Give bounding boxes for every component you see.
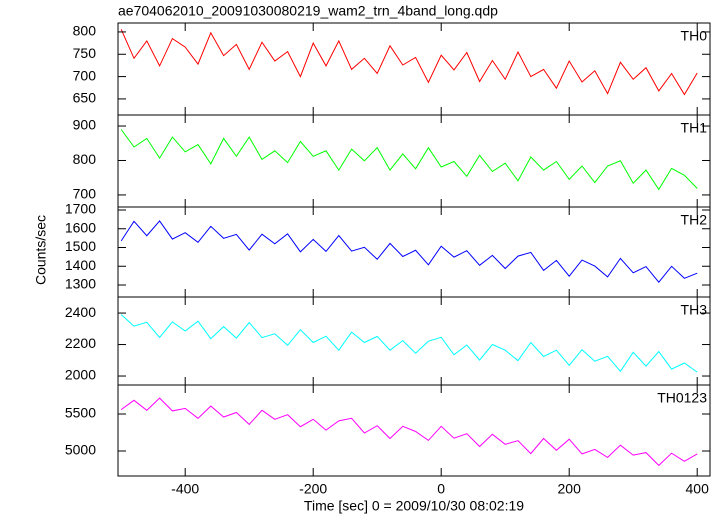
x-tick-label: -200 bbox=[299, 481, 327, 497]
y-tick-label: 5000 bbox=[65, 442, 96, 458]
panel-label: TH0 bbox=[681, 28, 708, 44]
panel-frame bbox=[117, 114, 711, 208]
y-tick-label: 5500 bbox=[65, 405, 96, 421]
panel-frame bbox=[117, 296, 711, 386]
y-tick-label: 2400 bbox=[65, 304, 96, 320]
y-tick-label: 650 bbox=[73, 90, 97, 106]
x-axis-label: Time [sec] 0 = 2009/10/30 08:02:19 bbox=[304, 498, 524, 514]
y-tick-label: 800 bbox=[73, 151, 97, 167]
panel-label: TH1 bbox=[681, 120, 708, 136]
data-line bbox=[120, 397, 698, 467]
y-tick-label: 700 bbox=[73, 186, 97, 202]
y-tick-label: 1500 bbox=[65, 238, 96, 254]
x-tick-label: 0 bbox=[437, 481, 445, 497]
panel-frame bbox=[117, 22, 711, 116]
y-tick-label: 700 bbox=[73, 67, 97, 83]
panel-label: TH3 bbox=[681, 302, 708, 318]
chart-title: ae704062010_20091030080219_wam2_trn_4ban… bbox=[118, 3, 498, 19]
data-line bbox=[120, 29, 698, 96]
panel-label: TH0123 bbox=[657, 390, 707, 406]
x-tick-label: -400 bbox=[171, 481, 199, 497]
y-tick-label: 800 bbox=[73, 23, 97, 39]
panel-frame bbox=[117, 206, 711, 298]
y-axis-label: Counts/sec bbox=[33, 215, 49, 285]
panel-label: TH2 bbox=[681, 212, 708, 228]
y-tick-label: 1700 bbox=[65, 201, 96, 217]
panel-frame bbox=[117, 384, 711, 477]
data-line bbox=[120, 314, 698, 373]
y-tick-label: 900 bbox=[73, 117, 97, 133]
y-tick-label: 1300 bbox=[65, 276, 96, 292]
y-tick-label: 2200 bbox=[65, 335, 96, 351]
y-tick-label: 2000 bbox=[65, 367, 96, 383]
y-tick-label: 1600 bbox=[65, 219, 96, 235]
data-line bbox=[120, 129, 698, 191]
x-tick-label: 400 bbox=[686, 481, 710, 497]
x-tick-label: 200 bbox=[558, 481, 582, 497]
data-line bbox=[120, 220, 698, 283]
y-tick-label: 1400 bbox=[65, 257, 96, 273]
y-tick-label: 750 bbox=[73, 45, 97, 61]
